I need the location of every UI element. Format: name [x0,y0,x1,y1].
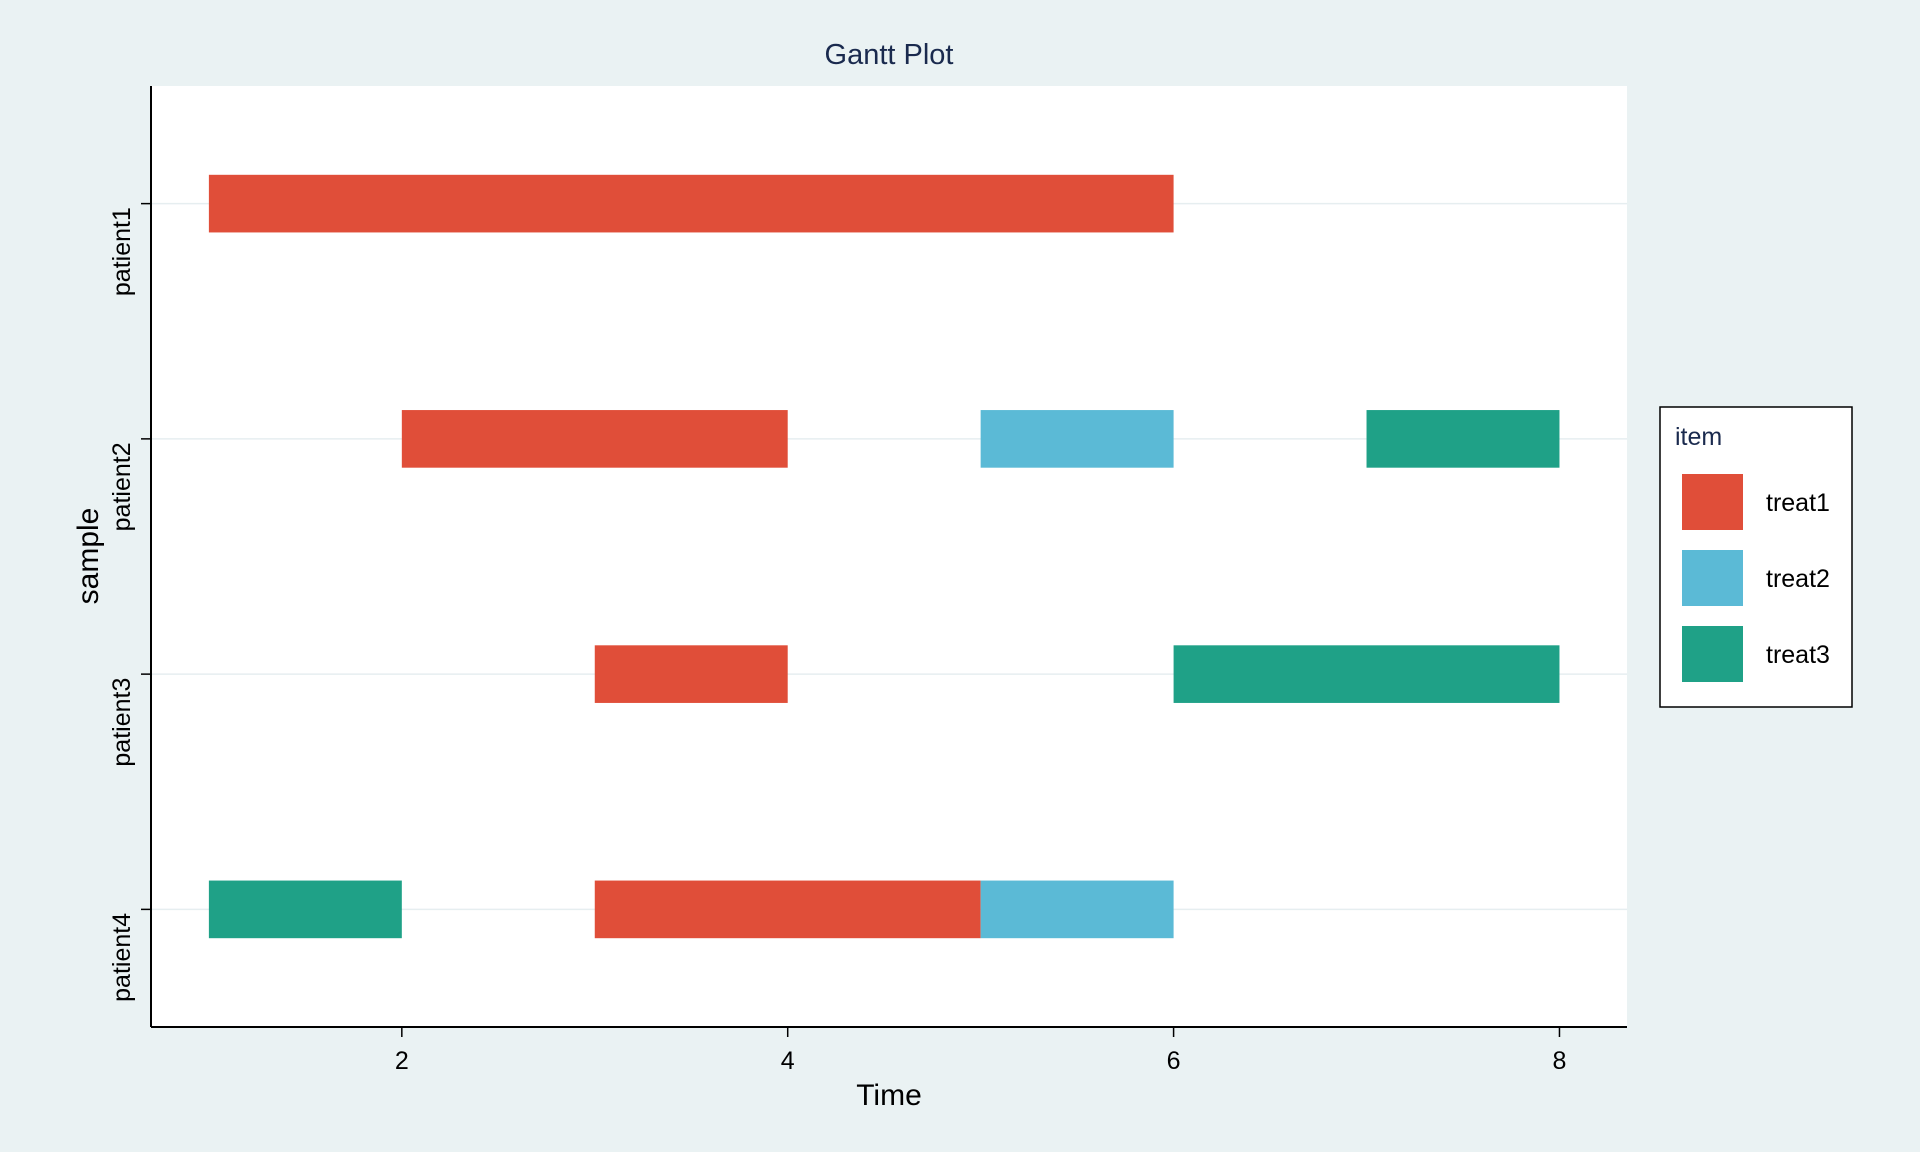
plot-background [151,86,1627,1027]
legend-label: treat3 [1766,641,1830,669]
x-tick-label: 2 [395,1047,409,1075]
y-axis-title: sample [72,508,105,605]
bar-patient4-treat3 [208,880,402,939]
bar-patient2-treat3 [1366,410,1560,468]
legend: item treat1 treat2 treat3 [1659,406,1853,708]
bars [208,174,1560,939]
legend-entries: treat1 treat2 treat3 [1682,474,1830,682]
x-tick-label: 4 [781,1047,795,1075]
y-tick-label: patient2 [108,442,136,531]
bar-patient2-treat2 [980,410,1174,468]
bar-patient4-treat2 [980,880,1174,939]
x-tick-label: 6 [1167,1047,1181,1075]
y-ticks: patient1 patient2 patient3 patient4 [108,202,151,1002]
legend-label: treat2 [1766,565,1830,593]
bar-patient3-treat3 [1173,645,1560,703]
y-tick-label: patient1 [108,207,136,296]
y-tick-label: patient4 [108,913,136,1002]
legend-swatch-treat2 [1682,550,1743,606]
legend-title: item [1675,423,1722,451]
legend-swatch-treat3 [1682,626,1743,682]
x-axis-title: Time [856,1079,922,1112]
legend-swatch-treat1 [1682,474,1743,530]
bar-patient1-treat1 [208,174,1174,233]
bar-patient4-treat1 [594,880,981,939]
x-ticks: 2 4 6 8 [395,1027,1567,1075]
y-tick-label: patient3 [108,678,136,767]
chart-title: Gantt Plot [825,39,954,71]
bar-patient3-treat1 [594,645,788,703]
x-tick-label: 8 [1553,1047,1567,1075]
bar-patient2-treat1 [401,410,788,468]
legend-label: treat1 [1766,489,1830,517]
